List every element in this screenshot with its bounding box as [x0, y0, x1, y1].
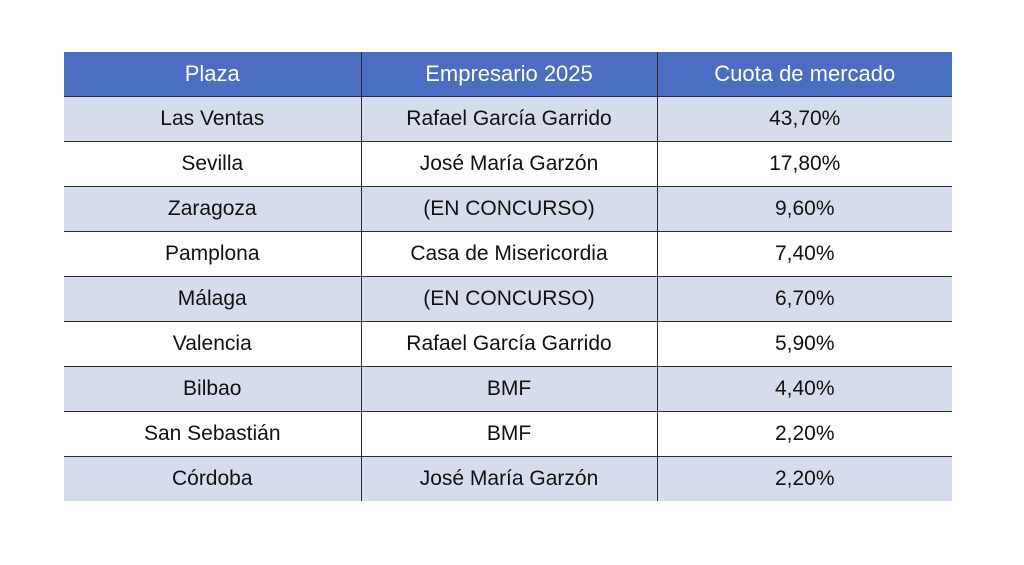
table-row: San Sebastián BMF 2,20% — [64, 411, 952, 457]
cell-cuota: 43,70% — [656, 96, 952, 142]
cell-plaza: Las Ventas — [64, 96, 361, 142]
table-row: Valencia Rafael García Garrido 5,90% — [64, 321, 952, 367]
cell-plaza: Córdoba — [64, 456, 361, 501]
cell-cuota: 2,20% — [656, 456, 952, 501]
table-row: Málaga (EN CONCURSO) 6,70% — [64, 276, 952, 322]
cell-cuota: 17,80% — [656, 141, 952, 187]
cell-plaza: Pamplona — [64, 231, 361, 277]
cell-empresario: (EN CONCURSO) — [360, 186, 657, 232]
cell-empresario: José María Garzón — [360, 141, 657, 187]
table-row: Pamplona Casa de Misericordia 7,40% — [64, 231, 952, 277]
header-plaza: Plaza — [64, 52, 361, 97]
cell-empresario: Rafael García Garrido — [360, 96, 657, 142]
table-row: Sevilla José María Garzón 17,80% — [64, 141, 952, 187]
cell-cuota: 6,70% — [656, 276, 952, 322]
table-row: Las Ventas Rafael García Garrido 43,70% — [64, 96, 952, 142]
cell-cuota: 7,40% — [656, 231, 952, 277]
header-empresario: Empresario 2025 — [360, 52, 657, 97]
cell-cuota: 4,40% — [656, 366, 952, 412]
cell-cuota: 9,60% — [656, 186, 952, 232]
cell-empresario: (EN CONCURSO) — [360, 276, 657, 322]
cell-plaza: Bilbao — [64, 366, 361, 412]
cell-plaza: Zaragoza — [64, 186, 361, 232]
cell-plaza: San Sebastián — [64, 411, 361, 457]
table-row: Zaragoza (EN CONCURSO) 9,60% — [64, 186, 952, 232]
cell-empresario: José María Garzón — [360, 456, 657, 501]
table-header: Plaza Empresario 2025 Cuota de mercado — [64, 52, 952, 97]
cell-plaza: Málaga — [64, 276, 361, 322]
cell-empresario: Casa de Misericordia — [360, 231, 657, 277]
cell-plaza: Sevilla — [64, 141, 361, 187]
cell-plaza: Valencia — [64, 321, 361, 367]
cell-empresario: Rafael García Garrido — [360, 321, 657, 367]
header-cuota: Cuota de mercado — [656, 52, 952, 97]
table-row: Córdoba José María Garzón 2,20% — [64, 456, 952, 501]
header-row: Plaza Empresario 2025 Cuota de mercado — [64, 52, 952, 97]
market-share-table: Plaza Empresario 2025 Cuota de mercado L… — [64, 52, 952, 501]
table-body: Las Ventas Rafael García Garrido 43,70% … — [64, 96, 952, 501]
cell-empresario: BMF — [360, 411, 657, 457]
cell-cuota: 2,20% — [656, 411, 952, 457]
table-row: Bilbao BMF 4,40% — [64, 366, 952, 412]
cell-cuota: 5,90% — [656, 321, 952, 367]
cell-empresario: BMF — [360, 366, 657, 412]
